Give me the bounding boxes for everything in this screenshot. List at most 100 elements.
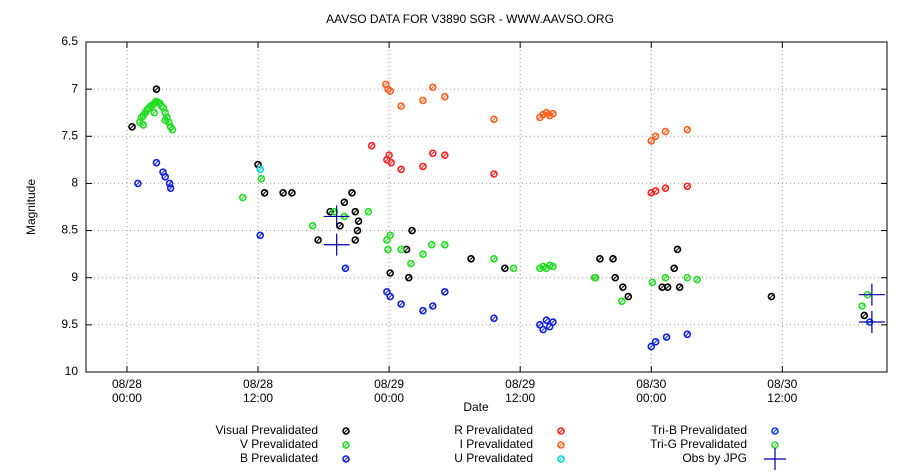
point-slash — [442, 94, 448, 100]
cross-marker — [764, 448, 786, 470]
series — [256, 165, 265, 174]
point — [161, 173, 169, 181]
point-slash — [558, 428, 564, 434]
point-slash — [341, 199, 347, 205]
point — [771, 427, 779, 435]
point-slash — [398, 247, 404, 252]
point-slash — [352, 237, 358, 243]
point-slash — [160, 169, 166, 175]
series — [128, 85, 869, 320]
point — [647, 342, 656, 351]
point-slash — [289, 190, 295, 196]
point-ring — [397, 102, 405, 110]
point — [288, 189, 296, 197]
point-ring — [557, 455, 565, 463]
point — [549, 109, 557, 118]
cross-marker — [323, 205, 350, 228]
point-ring — [166, 184, 175, 192]
point-slash — [343, 428, 349, 434]
point-slash — [684, 183, 690, 189]
point-ring — [161, 173, 169, 181]
point — [590, 273, 599, 282]
point — [557, 455, 565, 463]
point — [767, 292, 776, 301]
point-slash — [547, 324, 553, 330]
point — [397, 165, 405, 174]
y-tick-label: 10 — [65, 364, 79, 378]
point — [427, 240, 436, 249]
point-ring — [651, 187, 660, 195]
point-slash — [151, 110, 157, 116]
point — [348, 189, 356, 197]
point-slash — [257, 232, 263, 238]
point — [150, 108, 159, 117]
legend-label: Obs by JPG — [682, 451, 747, 465]
point-slash — [349, 190, 355, 196]
point-slash — [262, 190, 267, 196]
point — [609, 255, 617, 263]
point-ring — [139, 121, 148, 129]
point — [351, 236, 360, 244]
point-slash — [154, 160, 159, 166]
point-ring — [557, 427, 565, 435]
point — [557, 441, 565, 449]
point-ring — [340, 198, 349, 207]
point-slash — [258, 176, 264, 182]
point-ring — [661, 184, 670, 192]
point-slash — [385, 247, 391, 252]
point-slash — [550, 264, 556, 269]
point-ring — [673, 245, 682, 254]
point — [353, 226, 362, 235]
point-ring — [549, 262, 557, 271]
legend-label: U Prevalidated — [454, 451, 533, 465]
point — [673, 245, 682, 254]
x-tick-label: 08/30 00:00 — [636, 377, 667, 405]
point-slash — [140, 122, 146, 128]
point — [256, 165, 265, 174]
legend-label: Tri-B Prevalidated — [651, 423, 747, 437]
legend-label: Tri-G Prevalidated — [650, 437, 747, 451]
point-slash — [550, 111, 556, 117]
point-ring — [441, 151, 449, 159]
point-ring — [661, 127, 670, 136]
point — [675, 283, 684, 291]
point-ring — [661, 273, 670, 282]
point — [314, 236, 322, 244]
point-slash — [619, 298, 625, 304]
point — [139, 121, 148, 129]
point-ring — [501, 264, 509, 273]
point-ring — [404, 273, 413, 282]
point — [693, 275, 701, 284]
point-slash — [610, 256, 616, 262]
point-slash — [162, 174, 168, 180]
point-ring — [647, 342, 656, 351]
y-axis-title: Magnitude — [24, 179, 38, 235]
point-ring — [624, 292, 633, 301]
point-slash — [664, 334, 669, 340]
point-slash — [386, 152, 392, 158]
point-ring — [385, 151, 393, 159]
point-slash — [612, 275, 618, 281]
plot-frame — [85, 41, 888, 373]
legend-label: B Prevalidated — [240, 451, 318, 465]
point-slash — [468, 256, 474, 262]
point-slash — [665, 284, 670, 290]
point-ring — [858, 302, 866, 310]
point-ring — [326, 207, 334, 216]
point-ring — [860, 311, 869, 320]
point — [662, 333, 671, 341]
point-slash — [129, 124, 135, 130]
point — [490, 115, 498, 124]
point-slash — [420, 251, 426, 257]
point — [330, 207, 339, 216]
point-slash — [491, 315, 497, 321]
point-slash — [671, 265, 677, 271]
point-slash — [356, 218, 361, 224]
point-slash — [625, 294, 631, 299]
point-ring — [549, 109, 557, 118]
point-ring — [767, 292, 776, 301]
point-slash — [684, 331, 690, 337]
point-slash — [648, 138, 654, 144]
point-slash — [369, 143, 374, 149]
point-ring — [407, 259, 415, 268]
